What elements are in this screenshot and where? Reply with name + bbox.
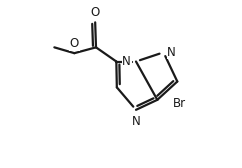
Text: N: N: [167, 46, 176, 59]
Text: N: N: [122, 55, 131, 68]
Text: N: N: [132, 115, 140, 128]
Text: O: O: [91, 6, 100, 19]
Text: O: O: [70, 37, 79, 50]
Text: Br: Br: [173, 97, 186, 110]
